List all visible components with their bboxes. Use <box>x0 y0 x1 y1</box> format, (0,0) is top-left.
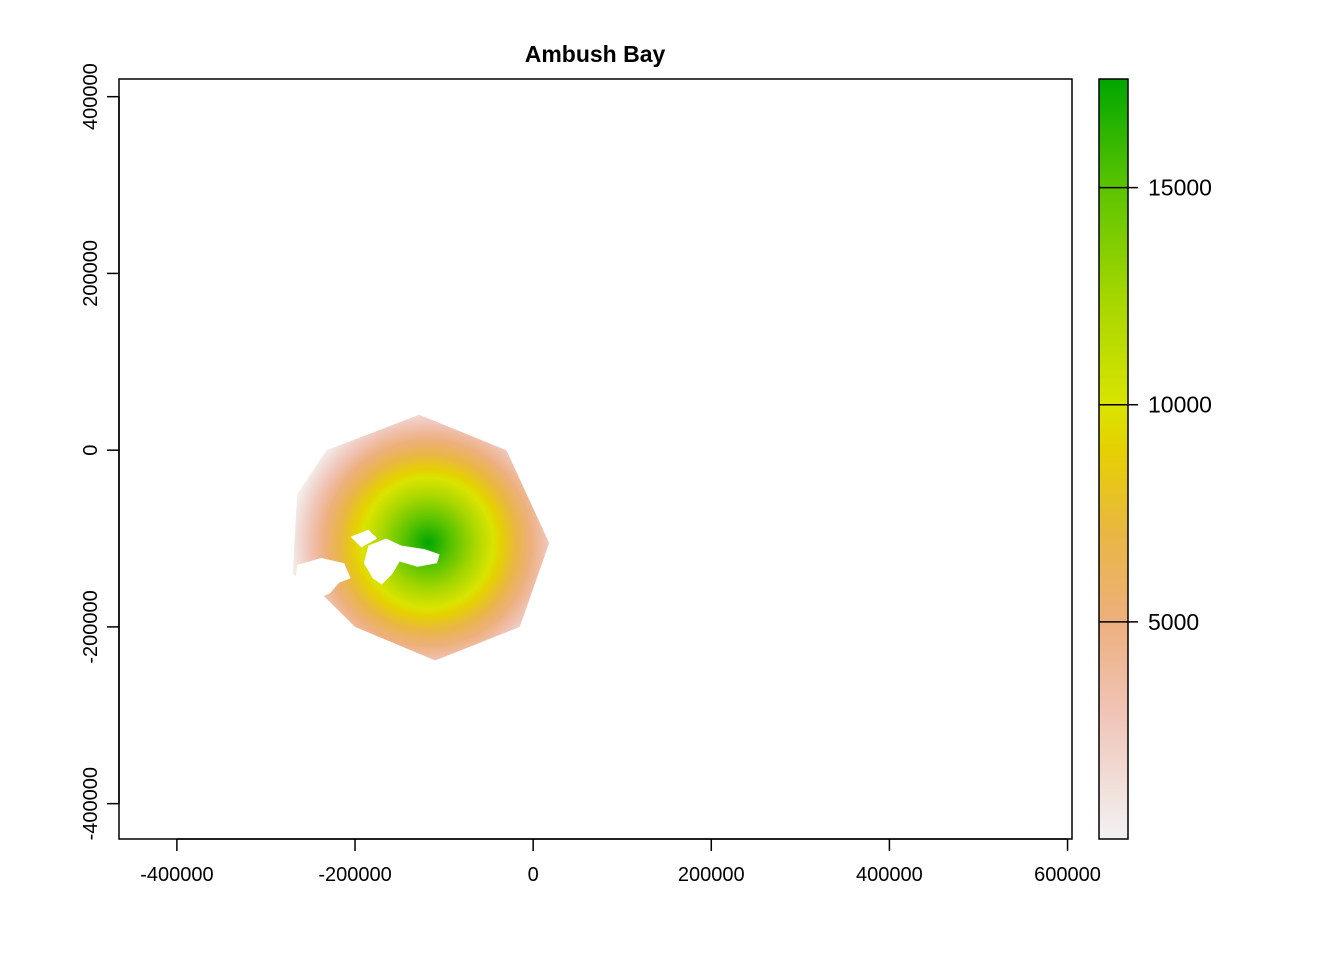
no-data-region-3 <box>294 558 351 623</box>
y-tick-label: -200000 <box>80 590 102 663</box>
x-axis: -400000 -200000 0 200000 400000 600000 <box>140 838 1101 886</box>
y-tick-label: 200000 <box>80 240 102 307</box>
x-tick-label: -400000 <box>140 864 213 886</box>
raster-layer <box>292 414 550 661</box>
plot-frame <box>118 78 1073 840</box>
y-axis: -400000 -200000 0 200000 400000 <box>80 63 120 840</box>
raster-surface <box>292 414 550 661</box>
chart-title: Ambush Bay <box>525 41 666 67</box>
x-tick-label: -200000 <box>318 864 391 886</box>
legend-tick-label: 10000 <box>1148 392 1212 418</box>
legend-tick-label: 5000 <box>1148 609 1199 635</box>
x-tick-label: 0 <box>528 864 539 886</box>
y-tick-label: 400000 <box>80 63 102 130</box>
y-tick-label: 0 <box>80 445 102 456</box>
x-tick-label: 600000 <box>1034 864 1101 886</box>
no-data-region-1 <box>363 538 440 585</box>
legend-tick-label: 15000 <box>1148 175 1212 201</box>
y-tick-label: -400000 <box>80 767 102 840</box>
legend-colorbar <box>1098 78 1129 840</box>
x-tick-label: 400000 <box>856 864 923 886</box>
no-data-region-2 <box>350 529 378 548</box>
color-legend: 5000 10000 15000 <box>1098 78 1212 840</box>
x-tick-label: 200000 <box>678 864 745 886</box>
